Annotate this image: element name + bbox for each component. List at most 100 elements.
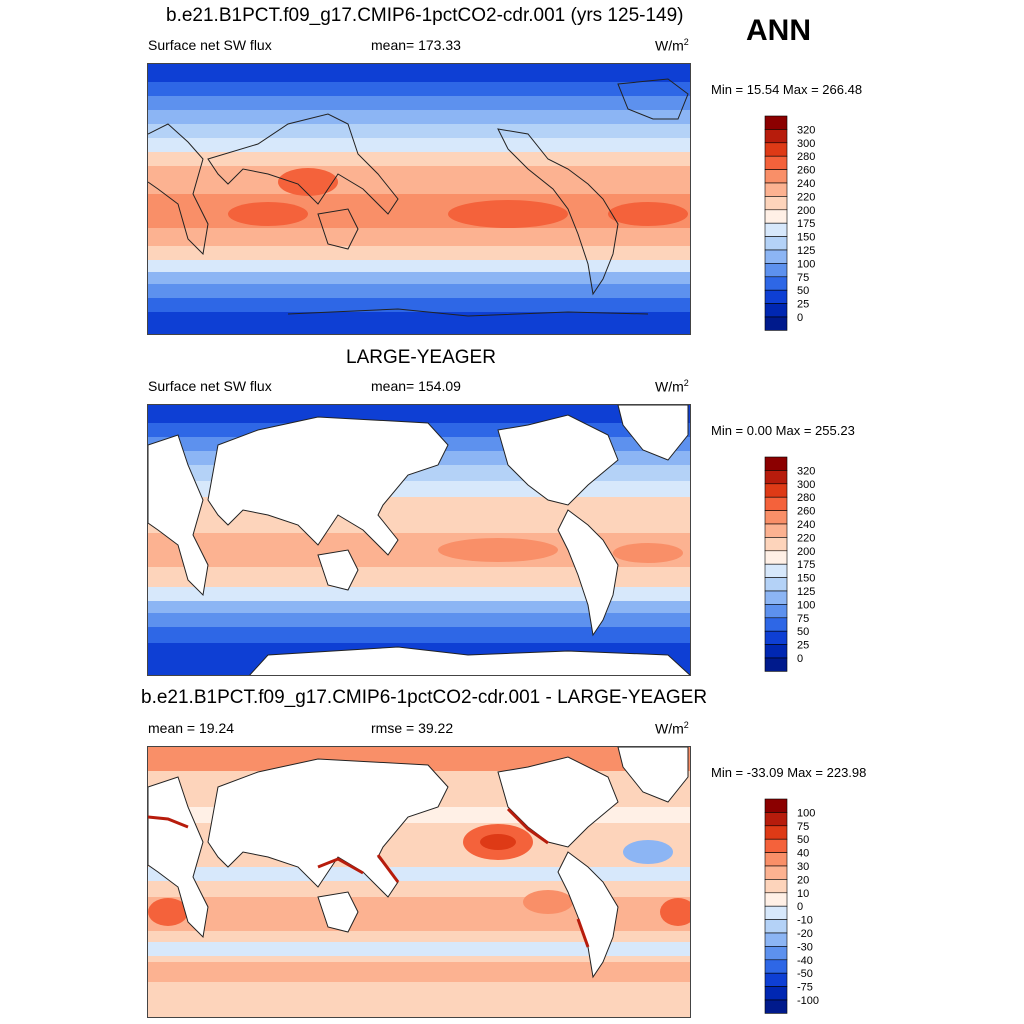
- panel-2-units: W/m2: [655, 378, 689, 395]
- colorbar-level-label: 0: [797, 653, 803, 665]
- colorbar-swatch: [764, 617, 788, 632]
- colorbar-swatch: [764, 879, 788, 894]
- colorbar-swatch: [764, 289, 788, 304]
- colorbar-level-label: 50: [797, 626, 809, 638]
- panel-1-mean: mean= 173.33: [371, 37, 461, 53]
- colorbar-level-label: -75: [797, 982, 813, 994]
- colorbar-level-label: 220: [797, 191, 815, 203]
- colorbar-swatch: [764, 222, 788, 237]
- colorbar-level-label: 280: [797, 151, 815, 163]
- panel-1-units: W/m2: [655, 37, 689, 54]
- panel-2-colorbar: 320 300 280 260 240 220 200 175 150 125 100 75 50 25 0: [764, 456, 825, 672]
- panel-1-minmax: Min = 15.54 Max = 266.48: [711, 82, 863, 97]
- colorbar-level-label: 200: [797, 205, 815, 217]
- colorbar-swatch: [764, 496, 788, 511]
- colorbar-level-label: 50: [797, 834, 809, 846]
- colorbar-level-label: 25: [797, 299, 809, 311]
- colorbar-level-label: 25: [797, 640, 809, 652]
- colorbar-swatch: [764, 456, 788, 471]
- colorbar-swatch: [764, 798, 788, 813]
- colorbar-swatch: [764, 550, 788, 565]
- colorbar-swatch: [764, 577, 788, 592]
- colorbar-level-label: 20: [797, 874, 809, 886]
- colorbar-swatch: [764, 236, 788, 251]
- colorbar-swatch: [764, 657, 788, 672]
- colorbar-swatch: [764, 946, 788, 961]
- colorbar-swatch: [764, 919, 788, 934]
- colorbar-level-label: 125: [797, 245, 815, 257]
- colorbar-swatch: [764, 932, 788, 947]
- colorbar-swatch: [764, 852, 788, 867]
- colorbar-swatch: [764, 825, 788, 840]
- colorbar-level-label: 240: [797, 178, 815, 190]
- colorbar-swatch: [764, 523, 788, 538]
- panel-3-mean: mean = 19.24: [148, 720, 235, 736]
- colorbar-swatch: [764, 155, 788, 170]
- colorbar-swatch: [764, 169, 788, 184]
- colorbar-swatch: [764, 604, 788, 619]
- panel-1-colorbar: 320 300 280 260 240 220 200 175 150 125 100 75 50 25 0: [764, 115, 825, 331]
- colorbar-level-label: 100: [797, 599, 815, 611]
- colorbar-level-label: 320: [797, 465, 815, 477]
- season-label: ANN: [746, 14, 811, 47]
- colorbar-level-label: 175: [797, 559, 815, 571]
- colorbar-level-label: 320: [797, 124, 815, 136]
- colorbar-level-label: 125: [797, 586, 815, 598]
- colorbar-swatch: [764, 812, 788, 827]
- colorbar-level-label: 300: [797, 138, 815, 150]
- colorbar-swatch: [764, 999, 788, 1014]
- panel-2-map: [147, 404, 691, 676]
- panel-1-title: b.e21.B1PCT.f09_g17.CMIP6-1pctCO2-cdr.00…: [166, 5, 684, 26]
- colorbar-swatch: [764, 644, 788, 659]
- panel-3-map-svg: [148, 747, 690, 1017]
- colorbar-swatch: [764, 142, 788, 157]
- colorbar-level-label: 0: [797, 901, 803, 913]
- colorbar-swatch: [764, 303, 788, 318]
- colorbar-level-label: -100: [797, 995, 819, 1007]
- colorbar-level-label: 100: [797, 807, 815, 819]
- colorbar-swatch: [764, 905, 788, 920]
- colorbar-swatch: [764, 182, 788, 197]
- colorbar-level-label: -10: [797, 915, 813, 927]
- colorbar-level-label: 260: [797, 165, 815, 177]
- colorbar-level-label: -30: [797, 941, 813, 953]
- colorbar-level-label: 0: [797, 312, 803, 324]
- colorbar-swatch: [764, 986, 788, 1001]
- colorbar-level-label: 280: [797, 492, 815, 504]
- colorbar-swatch: [764, 838, 788, 853]
- colorbar-swatch: [764, 115, 788, 130]
- panel-1-map: [147, 63, 691, 335]
- colorbar-level-label: 40: [797, 848, 809, 860]
- colorbar-swatch: [764, 129, 788, 144]
- colorbar-level-label: -20: [797, 928, 813, 940]
- colorbar-swatch: [764, 630, 788, 645]
- panel-2-title: LARGE-YEAGER: [346, 347, 496, 368]
- colorbar-swatch: [764, 209, 788, 224]
- panel-3-colorbar: 100 75 50 40 30 20 10 0 -10 -20 -30 -40 -50 -75 -100: [764, 798, 825, 1014]
- colorbar-level-label: 300: [797, 479, 815, 491]
- colorbar-level-label: 240: [797, 519, 815, 531]
- panel-2-minmax: Min = 0.00 Max = 255.23: [711, 423, 855, 438]
- colorbar-level-label: 75: [797, 613, 809, 625]
- colorbar-swatch: [764, 483, 788, 498]
- panel-1-map-svg: [148, 64, 690, 334]
- colorbar-swatch: [764, 276, 788, 291]
- colorbar-swatch: [764, 563, 788, 578]
- panel-3-rmse: rmse = 39.22: [371, 720, 454, 736]
- colorbar-level-label: 260: [797, 506, 815, 518]
- colorbar-level-label: 150: [797, 573, 815, 585]
- colorbar-swatch: [764, 263, 788, 278]
- colorbar-level-label: 75: [797, 821, 809, 833]
- colorbar-level-label: 10: [797, 888, 809, 900]
- colorbar-level-label: -50: [797, 968, 813, 980]
- panel-1-variable: Surface net SW flux: [148, 37, 272, 53]
- colorbar-level-label: 150: [797, 232, 815, 244]
- colorbar-level-label: 200: [797, 546, 815, 558]
- colorbar-level-label: 30: [797, 861, 809, 873]
- colorbar-level-label: -40: [797, 955, 813, 967]
- panel-3-units: W/m2: [655, 720, 689, 737]
- colorbar-level-label: 50: [797, 285, 809, 297]
- colorbar-swatch: [764, 972, 788, 987]
- colorbar-swatch: [764, 865, 788, 880]
